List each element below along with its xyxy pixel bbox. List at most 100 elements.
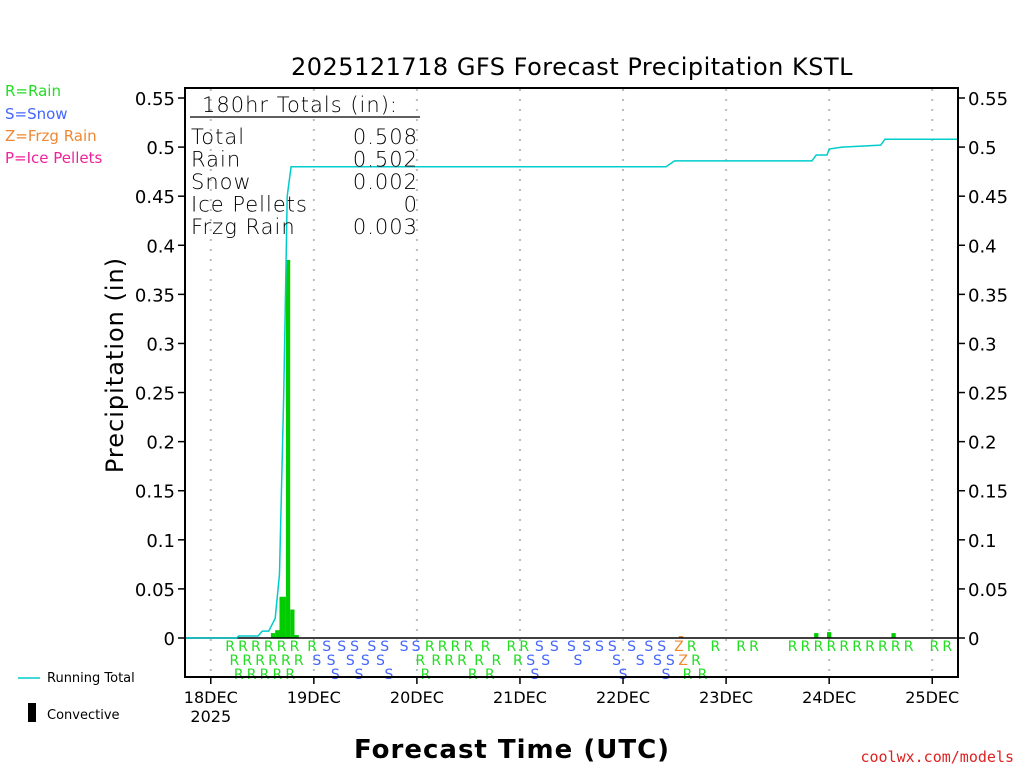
x-tick-label: 20DEC <box>390 688 444 707</box>
ptype-letter: S <box>361 653 370 669</box>
precip-bar <box>827 632 832 638</box>
x-tick-label: 22DEC <box>596 688 650 707</box>
ptype-letter: R <box>260 667 270 683</box>
totals-row-value: 0.003 <box>353 215 418 239</box>
convective-legend-label: Convective <box>47 708 120 723</box>
precip-bar <box>678 636 684 638</box>
y-tick-label: 0.45 <box>968 187 1008 208</box>
ptype-letter: R <box>891 639 901 655</box>
totals-row-label: Total <box>191 125 245 149</box>
ptype-letter: R <box>234 667 244 683</box>
ptype-letter: S <box>380 639 389 655</box>
ptype-letter: R <box>290 639 300 655</box>
x-tick-label: 21DEC <box>493 688 547 707</box>
y-tick-label: 0.1 <box>968 531 997 552</box>
ptype-letter: S <box>595 639 604 655</box>
ptype-letter: S <box>312 653 321 669</box>
legend-snow: S=Snow <box>5 105 68 123</box>
ptype-letter: R <box>491 653 501 669</box>
ptype-letter: R <box>710 639 720 655</box>
totals-row-label: Snow <box>191 170 252 194</box>
ptype-letter: S <box>612 653 621 669</box>
ptype-letter: S <box>573 653 582 669</box>
totals-row-value: 0.508 <box>353 125 418 149</box>
ptype-letter: R <box>485 667 495 683</box>
chart-title: 2025121718 GFS Forecast Precipitation KS… <box>291 53 853 81</box>
ptype-letter: Z <box>674 639 684 655</box>
totals-row-label: Frzg Rain <box>191 215 296 239</box>
grid-lines <box>209 89 934 676</box>
ptype-letter: R <box>878 639 888 655</box>
ptype-letter: R <box>826 639 836 655</box>
y-tick-label: 0.15 <box>135 482 175 503</box>
ptype-letter: S <box>331 667 340 683</box>
totals-row-label: Ice Pellets <box>191 193 308 217</box>
ptype-letter: R <box>691 653 701 669</box>
y-tick-label: 0.2 <box>146 433 175 454</box>
ptype-letter: S <box>666 653 675 669</box>
totals-row-value: 0 <box>404 193 418 217</box>
ptype-letter: R <box>736 639 746 655</box>
y-tick-label: 0 <box>968 629 979 650</box>
y-axis-right: 0 0.05 0.1 0.15 0.2 0.25 0.3 0.35 0.4 0.45 0.5 0.55 <box>958 89 1008 650</box>
y-tick-label: 0.25 <box>968 384 1008 405</box>
ptype-letter: R <box>421 667 431 683</box>
running-total-legend-label: Running Total <box>47 671 135 686</box>
precip-bar <box>285 260 291 638</box>
ptype-letter: S <box>327 653 336 669</box>
ptype-letter: R <box>247 667 257 683</box>
x-axis-label: Forecast Time (UTC) <box>354 735 670 765</box>
ptype-letter: R <box>698 667 708 683</box>
ptype-letter: S <box>619 667 628 683</box>
ptype-letter: R <box>230 653 240 669</box>
ptype-letter: S <box>526 653 535 669</box>
ptype-letter: R <box>307 639 317 655</box>
precip-bar <box>270 633 276 638</box>
credit-text: coolwx.com/models <box>860 748 1014 766</box>
ptype-letter: S <box>400 639 409 655</box>
precip-bar <box>290 609 295 638</box>
ptype-letter: S <box>535 639 544 655</box>
y-tick-label: 0.55 <box>135 89 175 110</box>
y-tick-label: 0.3 <box>146 334 175 355</box>
precip-bar <box>814 633 819 638</box>
y-tick-label: 0.5 <box>968 138 997 159</box>
ptype-letter: S <box>412 639 421 655</box>
ptype-letter: R <box>444 653 454 669</box>
ptype-letter: R <box>930 639 940 655</box>
ptype-letter: R <box>431 653 441 669</box>
legend-frzg-rain: Z=Frzg Rain <box>5 127 97 145</box>
y-tick-label: 0.55 <box>968 89 1008 110</box>
y-tick-label: 0.3 <box>968 334 997 355</box>
ptype-letter: S <box>582 639 591 655</box>
y-tick-label: 0.35 <box>968 285 1008 306</box>
ptype-letter: R <box>255 653 265 669</box>
ptype-letter: R <box>415 653 425 669</box>
ptype-letter: R <box>814 639 824 655</box>
x-tick-label: 18DEC <box>184 688 238 707</box>
ptype-letter: R <box>457 653 467 669</box>
y-tick-label: 0.2 <box>968 433 997 454</box>
series-legend: Running Total Convective <box>18 671 135 723</box>
totals-row-value: 0.502 <box>353 148 418 172</box>
x-tick-label: 24DEC <box>802 688 856 707</box>
ptype-letter: R <box>468 667 478 683</box>
ptype-letter: R <box>225 639 235 655</box>
ptype-letter: R <box>238 639 248 655</box>
ptype-letter: R <box>513 653 523 669</box>
y-tick-label: 0.4 <box>146 236 175 257</box>
y-tick-label: 0.05 <box>968 580 1008 601</box>
ptype-letter: R <box>683 667 693 683</box>
ptype-letter: S <box>346 653 355 669</box>
x-tick-label: 23DEC <box>699 688 753 707</box>
ptype-letter: S <box>662 667 671 683</box>
ptype-letter: R <box>268 653 278 669</box>
ptype-letter: S <box>644 639 653 655</box>
ptype-letter: S <box>636 653 645 669</box>
ptype-letter: S <box>531 667 540 683</box>
y-tick-label: 0.4 <box>968 236 997 257</box>
ptype-letter: R <box>865 639 875 655</box>
ptype-letter: S <box>567 639 576 655</box>
ptype-letter: S <box>367 639 376 655</box>
